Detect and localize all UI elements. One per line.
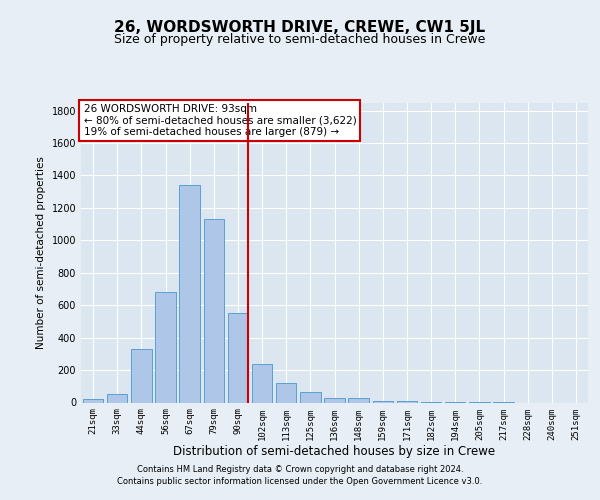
- Bar: [324, 398, 345, 402]
- Bar: [203, 220, 224, 402]
- Bar: [155, 292, 176, 403]
- Text: Size of property relative to semi-detached houses in Crewe: Size of property relative to semi-detach…: [115, 34, 485, 46]
- Bar: [227, 314, 248, 402]
- Text: 26, WORDSWORTH DRIVE, CREWE, CW1 5JL: 26, WORDSWORTH DRIVE, CREWE, CW1 5JL: [115, 20, 485, 35]
- Bar: [252, 364, 272, 403]
- Bar: [300, 392, 320, 402]
- Bar: [179, 185, 200, 402]
- Bar: [397, 401, 417, 402]
- X-axis label: Distribution of semi-detached houses by size in Crewe: Distribution of semi-detached houses by …: [173, 445, 496, 458]
- Bar: [131, 349, 152, 403]
- Y-axis label: Number of semi-detached properties: Number of semi-detached properties: [36, 156, 46, 349]
- Text: Contains HM Land Registry data © Crown copyright and database right 2024.: Contains HM Land Registry data © Crown c…: [137, 466, 463, 474]
- Text: Contains public sector information licensed under the Open Government Licence v3: Contains public sector information licen…: [118, 476, 482, 486]
- Bar: [373, 400, 393, 402]
- Bar: [276, 383, 296, 402]
- Bar: [83, 400, 103, 402]
- Bar: [107, 394, 127, 402]
- Text: 26 WORDSWORTH DRIVE: 93sqm
← 80% of semi-detached houses are smaller (3,622)
19%: 26 WORDSWORTH DRIVE: 93sqm ← 80% of semi…: [83, 104, 356, 137]
- Bar: [349, 398, 369, 402]
